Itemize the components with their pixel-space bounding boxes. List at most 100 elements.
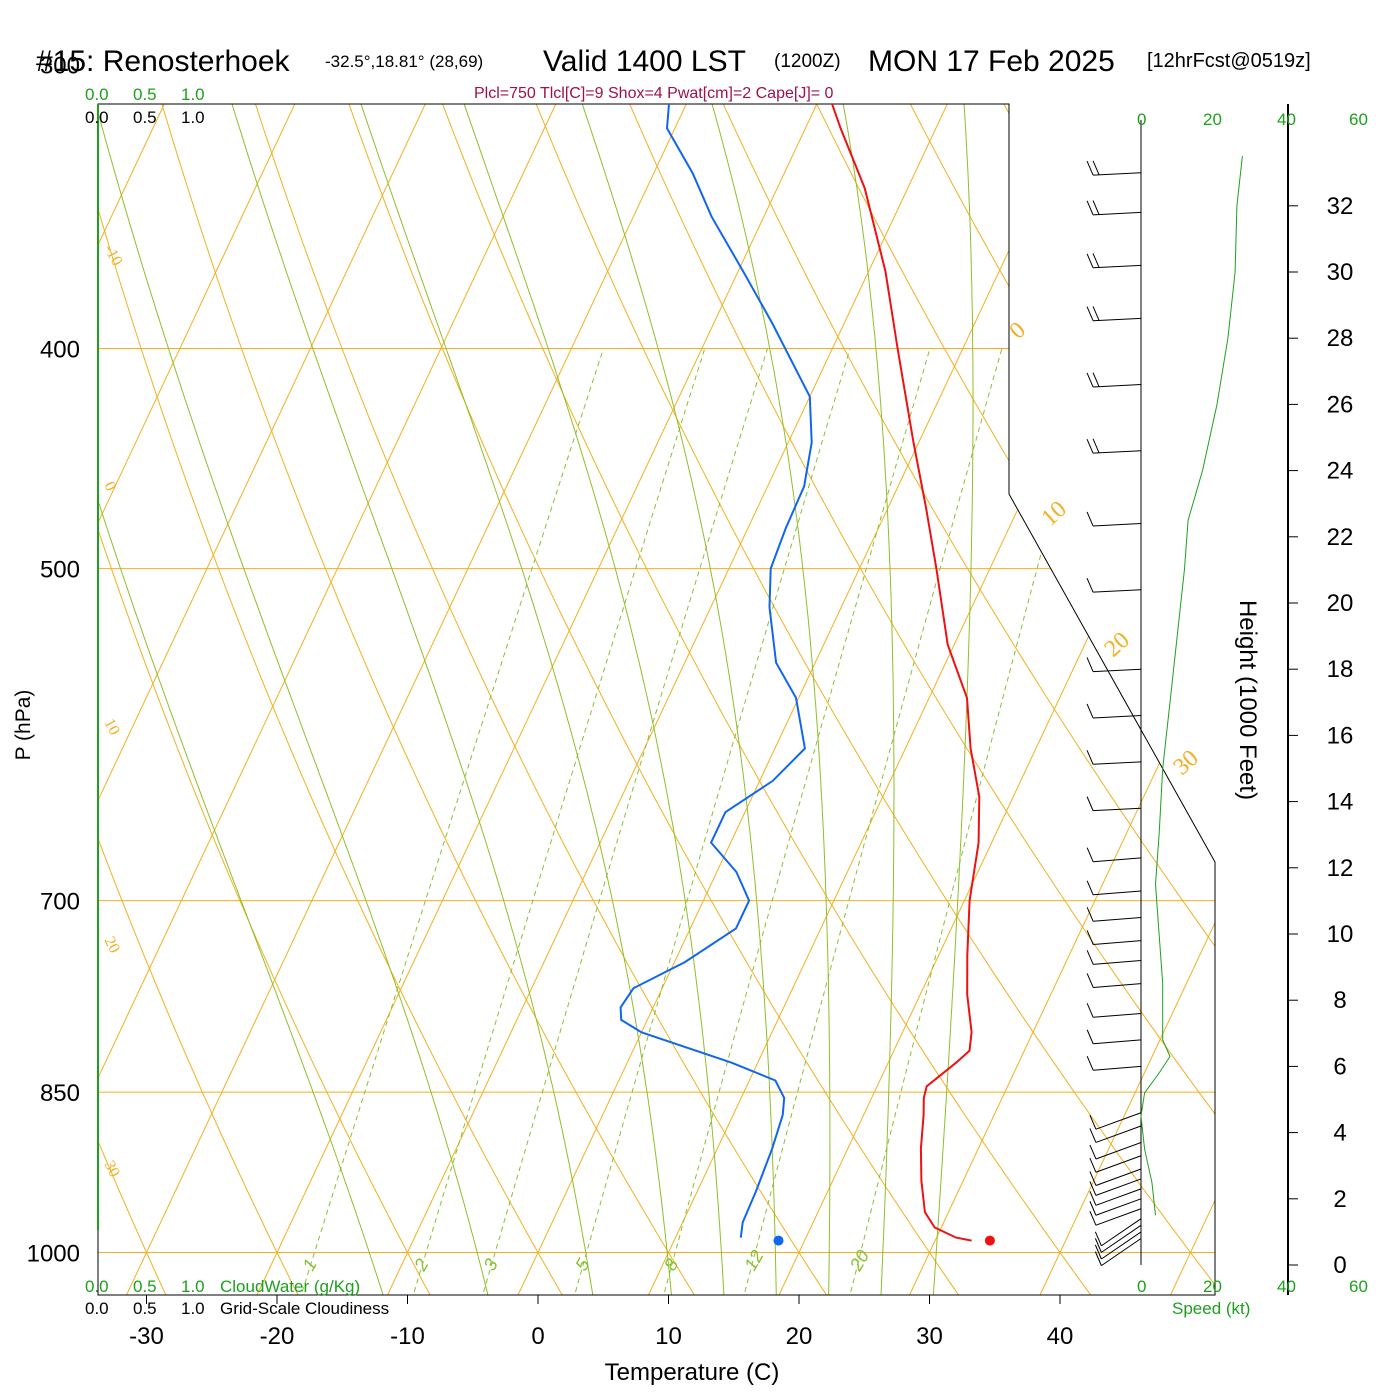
barb-feather: [1086, 438, 1094, 454]
wind-barb: [1086, 1056, 1142, 1071]
barb-feather: [1086, 907, 1094, 922]
barb-staff: [1093, 1012, 1142, 1018]
barb-staff: [1101, 1238, 1142, 1267]
x-tick-label: 0: [531, 1323, 544, 1350]
barb-staff: [1093, 211, 1142, 216]
barb-feather: [1094, 1238, 1102, 1253]
barb-feather: [1089, 1201, 1097, 1216]
barb-staff: [1093, 761, 1142, 765]
dry-adiabat-line: [98, 104, 169, 1295]
dry-adiabat-line: [1393, 0, 1400, 1301]
barb-feather: [1089, 1128, 1097, 1143]
mixing-ratio-line: [572, 348, 851, 1295]
wind-barb: [1094, 1231, 1142, 1260]
x-tick-label: -30: [129, 1323, 164, 1350]
wind-barb: [1086, 200, 1142, 216]
speed-axis-label: Speed (kt): [1172, 1299, 1250, 1318]
height-tick-label: 20: [1327, 590, 1354, 617]
barb-feather: [1086, 306, 1094, 321]
barb-feather: [1086, 160, 1094, 176]
height-tick-label: 4: [1333, 1120, 1346, 1147]
barb-feather: [1086, 511, 1094, 527]
barb-staff: [1093, 523, 1142, 527]
moist-adiabat-line: [168, 104, 595, 1295]
speed-tick-bot-3: 60: [1349, 1277, 1368, 1296]
wind-barb: [1086, 511, 1142, 527]
pressure-tick-label: 500: [40, 557, 80, 584]
isotherm-line: [517, 104, 1079, 1295]
barb-staff: [1095, 1142, 1142, 1160]
barb-feather: [1086, 1003, 1094, 1018]
barb-feather: [1092, 253, 1100, 268]
cloudwater-tick-2b: 1.0: [181, 1277, 205, 1296]
cloudwater-tick-0b: 0.0: [85, 1277, 109, 1296]
height-tick-label: 18: [1327, 656, 1354, 683]
sounding-traces: [619, 104, 995, 1246]
wind-barb: [1086, 1029, 1142, 1045]
height-tick-label: 28: [1327, 325, 1354, 352]
wind-barb: [1089, 1198, 1142, 1216]
wind-barb: [1086, 160, 1142, 176]
barb-feather: [1086, 657, 1094, 672]
surface-temperature-dot: [984, 1235, 995, 1246]
pressure-tick-label: 850: [40, 1080, 80, 1107]
height-tick-label: 22: [1327, 524, 1354, 551]
pressure-tick-label: 400: [40, 336, 80, 363]
x-tick-label: 10: [655, 1323, 682, 1350]
isotherm-line: [256, 104, 818, 1295]
wind-barb: [1086, 950, 1142, 965]
cloudiness-label: Grid-Scale Cloudiness: [220, 1299, 389, 1318]
barb-feather: [1086, 253, 1094, 268]
mixing-ratio-line: [411, 348, 706, 1295]
barb-staff: [1095, 1208, 1142, 1226]
barb-staff: [1101, 1224, 1142, 1253]
height-tick-label: 0: [1333, 1252, 1346, 1279]
dry-adiabat-line: [265, 104, 963, 1295]
barb-feather: [1094, 1231, 1102, 1246]
barb-staff: [1093, 384, 1142, 388]
cloudiness-tick-0b: 0.0: [85, 1299, 109, 1318]
moist-adiabat-line: [644, 104, 831, 1295]
height-tick-label: 10: [1327, 921, 1354, 948]
pressure-tick-label: 300: [40, 53, 80, 80]
isotherm-label: -10: [100, 242, 125, 269]
wind-barb: [1086, 577, 1142, 593]
barb-staff: [1093, 959, 1142, 965]
barb-feather: [1086, 973, 1094, 988]
dry-adiabat-line: [98, 104, 302, 1295]
height-axis-title: Height (1000 Feet): [1234, 600, 1261, 800]
cloudiness-tick-1b: 0.5: [133, 1299, 157, 1318]
mixing-ratio-label: 8: [660, 1255, 682, 1274]
wind-barb: [1086, 796, 1142, 812]
barb-feather: [1086, 930, 1094, 945]
dry-adiabat-line: [438, 104, 1215, 1295]
barb-feather: [1089, 1115, 1097, 1130]
moist-adiabat-line: [390, 104, 725, 1295]
isotherm-line: [1039, 104, 1215, 1295]
station-title: #15: Renosterhoek: [36, 45, 291, 78]
wind-barb: [1086, 1003, 1142, 1018]
barb-staff: [1093, 890, 1142, 896]
x-tick-label: 40: [1047, 1323, 1074, 1350]
barb-feather: [1086, 750, 1094, 765]
wind-speed-profile: [1140, 156, 1243, 1216]
barb-staff: [1093, 940, 1142, 945]
isotherm-label: 30: [1169, 745, 1204, 780]
moist-adiabat-line: [932, 104, 974, 1295]
axis-labels: 2503004005007008501000123581220-30-20-10…: [27, 53, 1204, 1350]
speed-tick-bot-0: 0: [1137, 1277, 1146, 1296]
dry-adiabat-line: [351, 104, 1096, 1295]
barb-staff: [1093, 1039, 1142, 1045]
isotherm-label: 20: [100, 934, 123, 956]
cloudwater-label: CloudWater (g/Kg): [220, 1277, 360, 1296]
barb-staff: [1101, 1218, 1142, 1247]
barb-staff: [1093, 668, 1142, 673]
barb-staff: [1093, 983, 1142, 988]
barb-feather: [1092, 160, 1100, 175]
zulu-time: (1200Z): [774, 51, 841, 72]
dry-adiabat-line: [178, 104, 831, 1295]
dry-adiabat-line: [98, 104, 699, 1295]
moist-adiabat-line: [507, 104, 777, 1295]
wind-barb: [1089, 1168, 1142, 1186]
